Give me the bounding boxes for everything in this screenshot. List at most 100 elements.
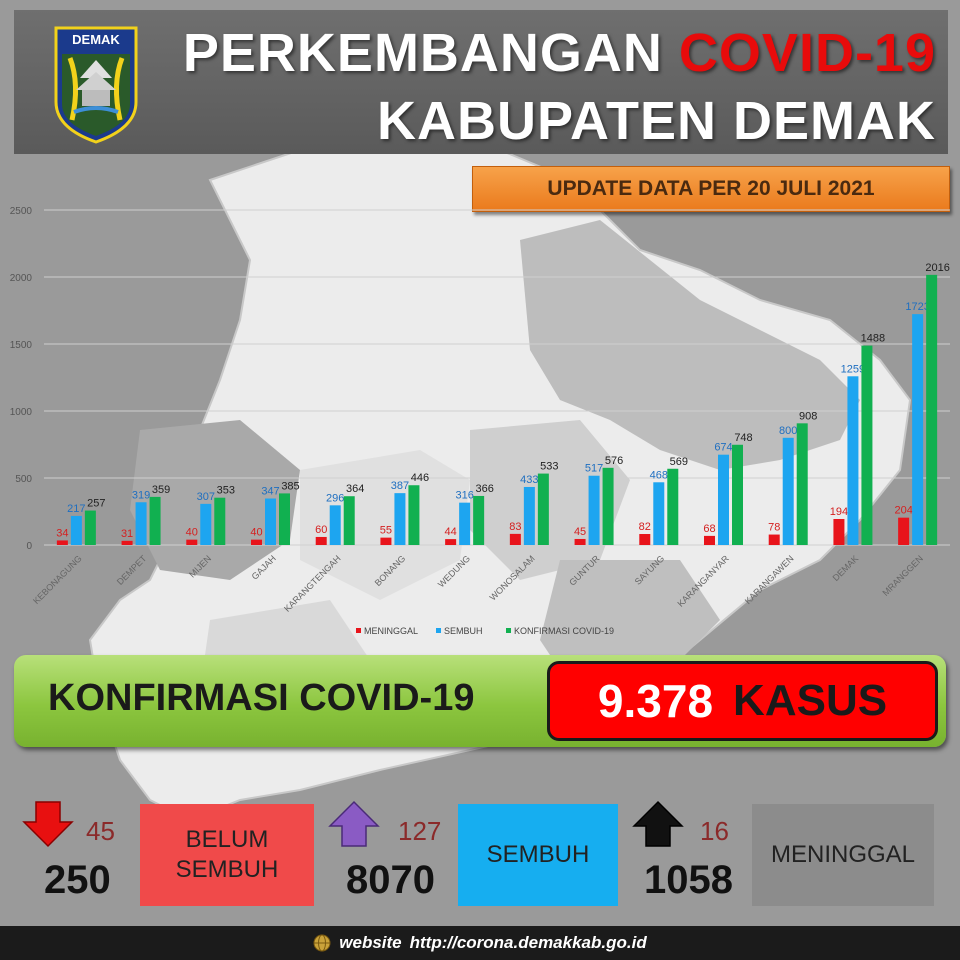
title-part1: PERKEMBANGAN xyxy=(182,23,679,83)
bar xyxy=(861,345,873,545)
data-label: 45 xyxy=(574,526,586,538)
data-label: 2016 xyxy=(925,262,949,274)
x-tick-label: GAJAH xyxy=(250,553,278,581)
y-tick-label: 1500 xyxy=(10,340,33,351)
belum-sembuh-label-line2: SEMBUH xyxy=(175,856,279,883)
bar xyxy=(70,515,82,545)
data-label: 1259 xyxy=(841,363,865,375)
legend-label: KONFIRMASI COVID-19 xyxy=(514,626,614,636)
confirmed-panel: KONFIRMASI COVID-19 9.378 KASUS xyxy=(14,655,946,747)
data-label: 517 xyxy=(585,463,603,475)
data-label: 446 xyxy=(411,472,429,484)
data-label: 68 xyxy=(703,523,715,535)
bar xyxy=(704,535,715,545)
footer-url[interactable]: http://corona.demakkab.go.id xyxy=(409,933,647,952)
confirmed-total-unit: KASUS xyxy=(733,676,888,725)
bar xyxy=(588,475,600,545)
data-label: 296 xyxy=(326,492,344,504)
footer-prefix: website xyxy=(339,933,402,952)
data-label: 533 xyxy=(540,461,558,473)
x-tick-label: WEDUNG xyxy=(436,553,472,589)
data-label: 385 xyxy=(281,480,299,492)
x-tick-label: KARANGAWEN xyxy=(743,553,796,606)
x-tick-label: DEMAK xyxy=(831,553,861,583)
data-label: 319 xyxy=(132,489,150,501)
belum-sembuh-label-line1: BELUM xyxy=(185,826,269,853)
data-label: 800 xyxy=(779,425,797,437)
data-label: 316 xyxy=(455,490,473,502)
data-label: 674 xyxy=(714,442,732,454)
data-label: 387 xyxy=(391,480,409,492)
x-tick-label: GUNTUR xyxy=(567,553,602,588)
y-tick-label: 1000 xyxy=(10,407,33,418)
globe-icon xyxy=(313,934,331,952)
x-tick-label: KARANGANYAR xyxy=(676,553,732,609)
bar xyxy=(56,540,68,545)
confirmed-total-box: 9.378 KASUS xyxy=(547,661,938,741)
belum-sembuh-label-box: BELUM SEMBUH xyxy=(140,804,314,906)
bar xyxy=(653,482,665,545)
bar xyxy=(523,486,535,545)
bar xyxy=(200,503,212,545)
data-label: 55 xyxy=(380,525,392,537)
page-title-line1: PERKEMBANGAN COVID-19 xyxy=(183,22,936,84)
bar xyxy=(639,534,651,545)
bar xyxy=(459,502,471,545)
bar xyxy=(718,454,729,545)
data-label: 194 xyxy=(830,506,848,518)
page-title-line2: KABUPATEN DEMAK xyxy=(377,91,936,151)
x-tick-label: BONANG xyxy=(373,553,408,588)
data-label: 433 xyxy=(520,474,538,486)
demak-logo: DEMAK xyxy=(54,26,138,144)
data-label: 217 xyxy=(67,503,85,515)
legend-swatch xyxy=(356,628,361,633)
title-covid: COVID-19 xyxy=(678,23,936,83)
data-label: 468 xyxy=(650,469,668,481)
sembuh-label-box: SEMBUH xyxy=(458,804,618,906)
legend-swatch xyxy=(506,628,511,633)
bar xyxy=(898,517,910,545)
logo-text: DEMAK xyxy=(72,32,120,47)
data-label: 204 xyxy=(894,505,912,517)
legend-label: MENINGGAL xyxy=(364,626,418,636)
bar xyxy=(84,510,96,545)
bar xyxy=(509,533,521,545)
bar xyxy=(537,473,549,545)
bar xyxy=(265,498,276,545)
bar xyxy=(380,537,392,545)
bar xyxy=(445,539,457,545)
bar xyxy=(847,376,859,545)
bar xyxy=(782,437,794,545)
bar xyxy=(279,493,290,545)
belum-sembuh-delta: 45 xyxy=(86,816,115,846)
bar xyxy=(251,539,262,545)
data-label: 364 xyxy=(346,483,364,495)
header-banner: DEMAK PERKEMBANGAN COVID-19 KABUPATEN DE… xyxy=(14,10,948,154)
data-label: 748 xyxy=(734,432,752,444)
data-label: 44 xyxy=(445,526,457,538)
bar xyxy=(343,496,355,545)
x-tick-label: MRANGGEN xyxy=(880,553,925,598)
data-label: 83 xyxy=(509,521,521,533)
meninggal-total: 1058 xyxy=(644,858,733,902)
bar xyxy=(667,468,679,545)
data-label: 569 xyxy=(670,456,688,468)
data-label: 31 xyxy=(121,528,133,540)
legend-swatch xyxy=(436,628,441,633)
bar xyxy=(135,502,147,545)
y-tick-label: 2500 xyxy=(10,206,33,217)
confirmed-total-value: 9.378 xyxy=(597,675,714,727)
bar xyxy=(796,423,808,545)
footer-bar: website http://corona.demakkab.go.id xyxy=(0,926,960,960)
data-label: 353 xyxy=(217,485,235,497)
x-tick-label: SAYUNG xyxy=(633,553,666,586)
sembuh-delta: 127 xyxy=(398,816,442,846)
data-label: 82 xyxy=(639,521,651,533)
bar xyxy=(768,534,780,545)
data-label: 60 xyxy=(315,524,327,536)
x-tick-label: WONOSALAM xyxy=(488,553,537,602)
data-label: 908 xyxy=(799,410,817,422)
down-arrow-icon xyxy=(22,801,74,848)
x-tick-label: KARANGTENGAH xyxy=(282,553,342,613)
bar xyxy=(186,539,198,545)
